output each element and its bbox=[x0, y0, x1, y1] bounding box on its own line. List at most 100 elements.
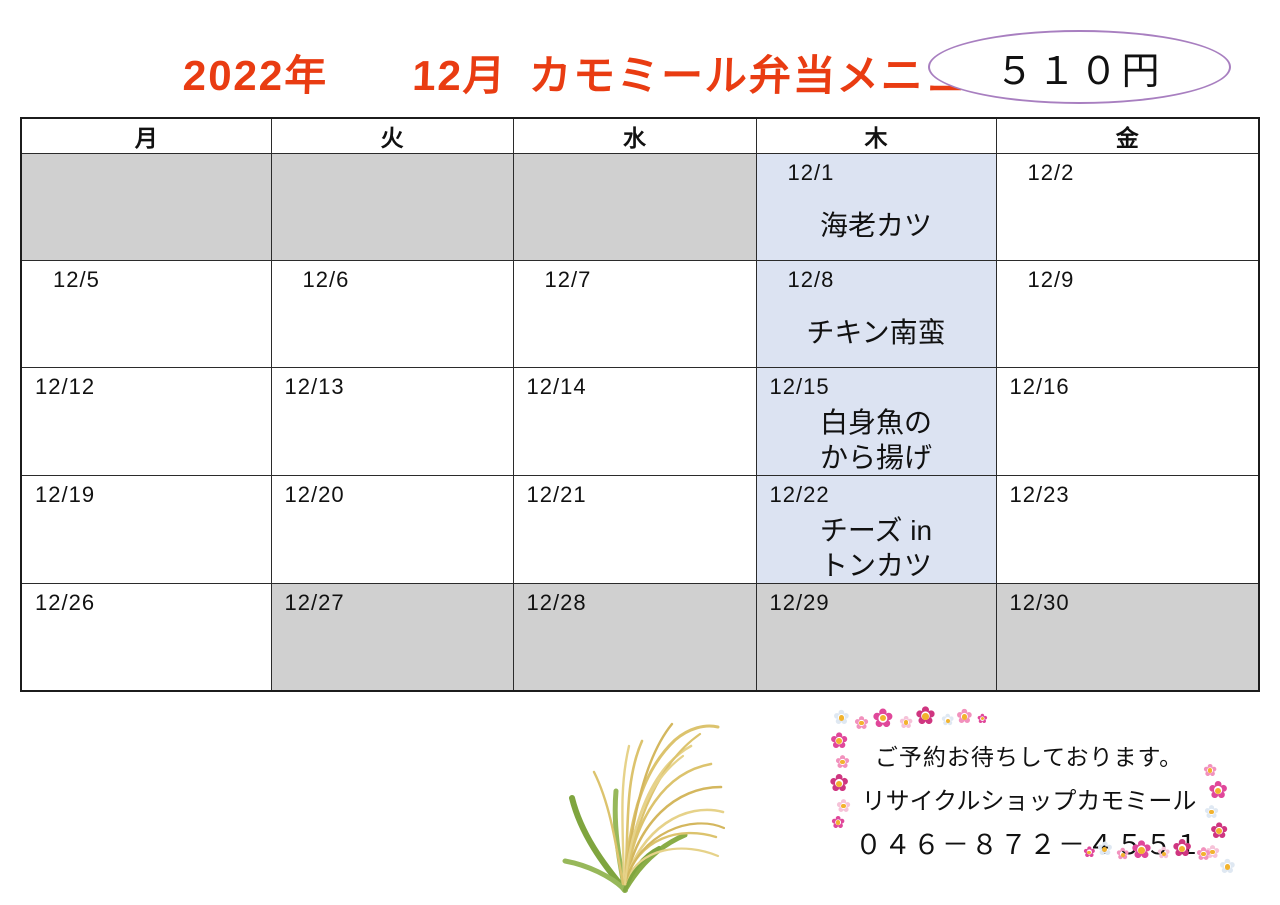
flower-icon bbox=[977, 712, 988, 725]
flower-icon bbox=[835, 753, 850, 771]
menu-item: チーズ in トンカツ bbox=[757, 513, 996, 583]
flower-icon bbox=[836, 797, 851, 815]
flower-icon bbox=[1196, 845, 1211, 863]
flower-icon bbox=[1219, 857, 1236, 877]
menu-item: 白身魚の から揚げ bbox=[757, 405, 996, 475]
title-month: 12月 bbox=[411, 52, 508, 99]
flower-icon bbox=[1083, 845, 1096, 860]
flower-icon bbox=[1116, 847, 1129, 863]
weekday-thu: 木 bbox=[755, 117, 997, 154]
flower-icon bbox=[854, 714, 869, 732]
flower-icon bbox=[829, 772, 849, 796]
reservation-message: ご予約お待ちしております。 bbox=[874, 744, 1184, 770]
date-label: 12/20 bbox=[284, 482, 345, 507]
flower-icon bbox=[830, 730, 848, 752]
calendar-cell bbox=[20, 153, 272, 261]
flower-icon bbox=[831, 814, 845, 831]
calendar-cell: 12/9 bbox=[995, 260, 1260, 368]
menu-line: トンカツ bbox=[819, 550, 932, 581]
calendar-cell-menu-day: 12/15 白身魚の から揚げ bbox=[755, 367, 997, 476]
calendar-cell: 12/14 bbox=[512, 367, 757, 476]
date-label: 12/14 bbox=[526, 374, 587, 399]
date-label: 12/29 bbox=[769, 590, 830, 615]
date-label: 12/1 bbox=[787, 160, 835, 185]
date-label: 12/19 bbox=[35, 482, 96, 507]
date-label: 12/15 bbox=[769, 374, 830, 399]
date-label: 12/22 bbox=[769, 482, 830, 507]
calendar-cell-menu-day: 12/22 チーズ in トンカツ bbox=[755, 475, 997, 584]
menu-item: 海老カツ bbox=[819, 210, 932, 241]
page-title: 2022年 12月 カモミール弁当メニュー bbox=[182, 42, 1014, 103]
date-label: 12/8 bbox=[787, 267, 835, 292]
weekday-wed: 水 bbox=[512, 117, 757, 154]
menu-item: チキン南蛮 bbox=[806, 317, 946, 348]
calendar-cell: 12/5 bbox=[20, 260, 272, 368]
title-year: 2022年 bbox=[182, 52, 330, 99]
calendar-cell: 12/21 bbox=[512, 475, 757, 584]
calendar-cell: 12/23 bbox=[995, 475, 1260, 584]
flower-icon bbox=[1157, 846, 1170, 862]
price-label: ５１０円 bbox=[995, 50, 1164, 93]
flower-icon bbox=[899, 714, 913, 731]
weekday-tue: 火 bbox=[270, 117, 514, 154]
flower-icon bbox=[941, 713, 954, 729]
calendar-cell: 12/19 bbox=[20, 475, 272, 584]
date-label: 12/9 bbox=[1027, 267, 1075, 292]
calendar-cell: 12/29 bbox=[755, 583, 997, 691]
flower-icon bbox=[1131, 838, 1152, 863]
calendar-cell: 12/7 bbox=[512, 260, 757, 368]
flower-icon bbox=[872, 705, 894, 731]
flower-icon bbox=[1204, 803, 1219, 821]
week-row-4: 12/19 12/20 12/21 12/22 チーズ in トンカツ 12/2… bbox=[20, 475, 1260, 584]
calendar-cell: 12/12 bbox=[20, 367, 272, 476]
calendar-cell: 12/30 bbox=[995, 583, 1260, 691]
shop-name: リサイクルショップカモミール bbox=[861, 788, 1197, 815]
date-label: 12/16 bbox=[1009, 374, 1070, 399]
calendar-cell: 12/6 bbox=[270, 260, 514, 368]
calendar-cell: 12/16 bbox=[995, 367, 1260, 476]
flower-icon bbox=[833, 708, 850, 728]
calendar-cell: 12/27 bbox=[270, 583, 514, 691]
calendar-cell: 12/2 bbox=[995, 153, 1260, 261]
date-label: 12/23 bbox=[1009, 482, 1070, 507]
price-badge: ５１０円 bbox=[928, 30, 1231, 104]
calendar-cell: 12/26 bbox=[20, 583, 272, 691]
week-row-5: 12/26 12/27 12/28 12/29 12/30 bbox=[20, 583, 1260, 691]
date-label: 12/13 bbox=[284, 374, 345, 399]
flower-icon bbox=[915, 704, 936, 729]
pampas-grass-icon bbox=[562, 722, 725, 893]
weekday-mon: 月 bbox=[20, 117, 272, 154]
week-row-1: 12/1 海老カツ 12/2 bbox=[20, 153, 1260, 261]
calendar-cell-menu-day: 12/8 チキン南蛮 bbox=[755, 260, 997, 368]
calendar-cell-menu-day: 12/1 海老カツ bbox=[755, 153, 997, 261]
date-label: 12/30 bbox=[1009, 590, 1070, 615]
date-label: 12/6 bbox=[302, 267, 350, 292]
calendar-cell: 12/28 bbox=[512, 583, 757, 691]
date-label: 12/7 bbox=[544, 267, 592, 292]
flower-icon bbox=[1210, 820, 1228, 842]
date-label: 12/21 bbox=[526, 482, 587, 507]
weekday-fri: 金 bbox=[995, 117, 1260, 154]
date-label: 12/27 bbox=[284, 590, 345, 615]
calendar-cell bbox=[512, 153, 757, 261]
flower-icon bbox=[1097, 840, 1113, 859]
weekday-header-row: 月 火 水 木 金 bbox=[20, 117, 1260, 154]
flower-icon bbox=[1205, 843, 1220, 861]
date-label: 12/26 bbox=[35, 590, 96, 615]
menu-line: 白身魚の bbox=[819, 407, 932, 438]
date-label: 12/12 bbox=[35, 374, 96, 399]
menu-line: から揚げ bbox=[819, 442, 932, 473]
flower-icon bbox=[956, 707, 973, 727]
menu-line: チーズ in bbox=[819, 515, 933, 546]
week-row-2: 12/5 12/6 12/7 12/8 チキン南蛮 12/9 bbox=[20, 260, 1260, 368]
footer-message: ご予約お待ちしております。 リサイクルショップカモミール ０４６－８７２－４５５… bbox=[845, 738, 1213, 862]
flower-icon bbox=[1208, 779, 1228, 803]
date-label: 12/5 bbox=[53, 267, 100, 292]
calendar-cell: 12/13 bbox=[270, 367, 514, 476]
calendar-cell: 12/20 bbox=[270, 475, 514, 584]
calendar-table: 月 火 水 木 金 12/1 海老カツ 12/2 12/5 12/6 bbox=[20, 117, 1260, 692]
flower-icon bbox=[1203, 762, 1217, 779]
calendar-cell bbox=[270, 153, 514, 261]
week-row-3: 12/12 12/13 12/14 12/15 白身魚の から揚げ 12/16 bbox=[20, 367, 1260, 476]
